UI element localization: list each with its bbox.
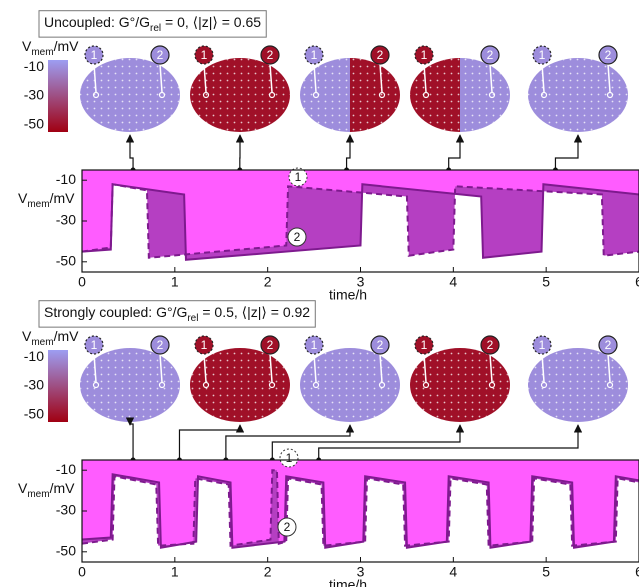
node-label: 2 xyxy=(487,48,494,62)
node-label: 1 xyxy=(421,338,428,352)
node-label: 1 xyxy=(91,48,98,62)
node-label: 1 xyxy=(91,338,98,352)
colorbar-tick-label: -30 xyxy=(24,377,44,393)
y-axis-label-part: mem xyxy=(27,199,49,210)
colorbar-tick-label: -50 xyxy=(24,406,44,422)
snapshot-arrow xyxy=(130,424,133,460)
panel-title-part: Strongly coupled: G°/G xyxy=(44,304,187,320)
node-label: 2 xyxy=(605,338,612,352)
x-tick-label: 4 xyxy=(449,564,457,580)
colorbar-tick-label: -10 xyxy=(24,348,44,364)
panel-title-part: = 0, ⟨|z|⟩ = 0.65 xyxy=(161,14,261,30)
y-tick-label: -10 xyxy=(56,171,76,187)
x-tick-label: 1 xyxy=(171,564,179,580)
y-tick-label: -50 xyxy=(56,543,76,559)
node-label: 1 xyxy=(539,338,546,352)
snapshot-arrow xyxy=(179,425,240,460)
node-label: 2 xyxy=(157,338,164,352)
colorbar-label-part: mem xyxy=(31,47,53,58)
series-label: 2 xyxy=(294,230,301,244)
node-label: 2 xyxy=(377,338,384,352)
node-label: 1 xyxy=(421,48,428,62)
node-label: 2 xyxy=(267,48,274,62)
y-tick-label: -10 xyxy=(56,461,76,477)
x-tick-label: 2 xyxy=(264,274,272,290)
figure: Uncoupled: G°/Grel = 0, ⟨|z|⟩ = 0.65Vmem… xyxy=(0,0,639,587)
x-tick-label: 2 xyxy=(264,564,272,580)
colorbar xyxy=(48,60,68,132)
node-label: 1 xyxy=(311,338,318,352)
colorbar-tick-label: -30 xyxy=(24,87,44,103)
colorbar-label-part: /mV xyxy=(54,328,80,344)
y-axis-label-part: mem xyxy=(27,489,49,500)
node-label: 2 xyxy=(487,338,494,352)
y-tick-label: -30 xyxy=(56,212,76,228)
snapshot-arrow xyxy=(555,135,578,170)
snapshot-arrow xyxy=(449,135,460,170)
node-label: 1 xyxy=(201,338,208,352)
series-label: 2 xyxy=(284,520,291,534)
y-tick-label: -30 xyxy=(56,502,76,518)
node-label: 2 xyxy=(267,338,274,352)
colorbar-label-part: /mV xyxy=(54,38,80,54)
snapshot-arrow xyxy=(272,425,460,460)
colorbar-label: Vmem/mV xyxy=(22,328,79,348)
x-tick-label: 4 xyxy=(449,274,457,290)
colorbar xyxy=(48,350,68,422)
x-tick-label: 0 xyxy=(78,274,86,290)
colorbar-tick-label: -50 xyxy=(24,116,44,132)
y-tick-label: -50 xyxy=(56,253,76,269)
y-axis-label-part: /mV xyxy=(50,190,76,206)
node-label: 1 xyxy=(539,48,546,62)
colorbar-label: Vmem/mV xyxy=(22,38,79,58)
snapshot-arrow xyxy=(130,135,133,170)
node-label: 2 xyxy=(377,48,384,62)
y-axis-label: Vmem/mV xyxy=(18,480,75,500)
colorbar-label-part: mem xyxy=(31,337,53,348)
node-label: 2 xyxy=(157,48,164,62)
x-tick-label: 0 xyxy=(78,564,86,580)
colorbar-tick-label: -10 xyxy=(24,58,44,74)
x-axis-label: time/h xyxy=(329,577,367,587)
y-axis-label: Vmem/mV xyxy=(18,190,75,210)
series-label: 1 xyxy=(286,451,293,465)
x-tick-label: 5 xyxy=(542,564,550,580)
y-axis-label-part: /mV xyxy=(50,480,76,496)
x-tick-label: 5 xyxy=(542,274,550,290)
panel-title-part: rel xyxy=(150,23,161,34)
node-label: 1 xyxy=(311,48,318,62)
series-label: 1 xyxy=(295,170,302,184)
x-tick-label: 1 xyxy=(171,274,179,290)
node-label: 1 xyxy=(201,48,208,62)
x-tick-label: 6 xyxy=(635,274,639,290)
node-label: 2 xyxy=(605,48,612,62)
snapshot-arrow xyxy=(347,135,350,170)
panel-title-part: = 0.5, ⟨|z|⟩ = 0.92 xyxy=(198,304,310,320)
x-axis-label: time/h xyxy=(329,287,367,303)
panel-title-part: Uncoupled: G°/G xyxy=(44,14,150,30)
x-tick-label: 6 xyxy=(635,564,639,580)
panel-title-part: rel xyxy=(187,313,198,324)
